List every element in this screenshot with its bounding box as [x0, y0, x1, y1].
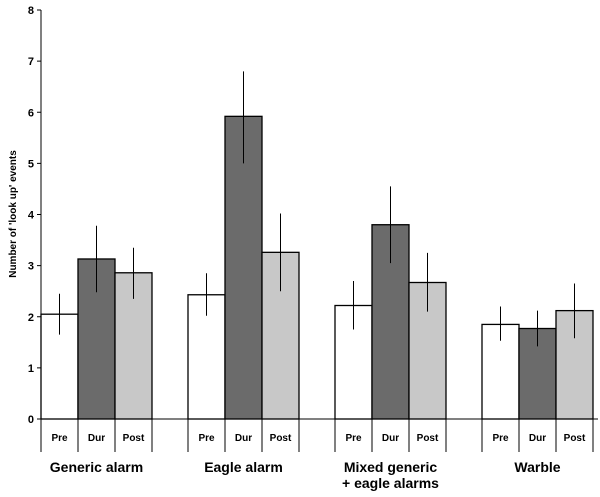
y-tick-label: 7	[28, 56, 34, 68]
y-tick-label: 3	[28, 261, 34, 273]
y-tick-label: 4	[28, 210, 35, 222]
x-subcategory-label: Dur	[235, 433, 252, 444]
x-subcategory-label: Post	[123, 433, 145, 444]
bar	[481, 323, 520, 420]
x-subcategory-label: Post	[417, 433, 439, 444]
error-bars	[59, 71, 575, 347]
bars	[40, 115, 594, 420]
y-tick-label: 5	[28, 158, 34, 170]
x-group-label: + eagle alarms	[342, 475, 439, 491]
y-axis: 0 1 2 3 4 5 6 7 8	[28, 5, 42, 426]
x-group-label: Warble	[514, 459, 560, 475]
x-subcategory-label: Pre	[51, 433, 68, 444]
x-group-label: Eagle alarm	[204, 459, 283, 475]
bar	[224, 115, 263, 420]
y-axis-label: Number of 'look up' events	[8, 150, 19, 278]
y-tick-label: 2	[28, 312, 34, 324]
y-tick-label: 0	[28, 414, 34, 426]
x-axis: Pre Dur Post Generic alarm Pre Dur Post Eagle a…	[40, 418, 598, 491]
y-tick-label: 1	[28, 363, 34, 375]
y-tick-label: 8	[28, 5, 34, 17]
x-subcategory-label: Post	[564, 433, 586, 444]
x-group-label: Mixed generic	[344, 459, 438, 475]
y-tick-label: 6	[28, 107, 34, 119]
x-subcategory-label: Post	[270, 433, 292, 444]
x-subcategory-label: Pre	[345, 433, 362, 444]
x-subcategory-label: Pre	[492, 433, 509, 444]
x-subcategory-label: Pre	[198, 433, 215, 444]
x-group-label: Generic alarm	[50, 459, 143, 475]
x-subcategory-label: Dur	[88, 433, 105, 444]
x-subcategory-label: Dur	[529, 433, 546, 444]
x-subcategory-label: Dur	[382, 433, 399, 444]
